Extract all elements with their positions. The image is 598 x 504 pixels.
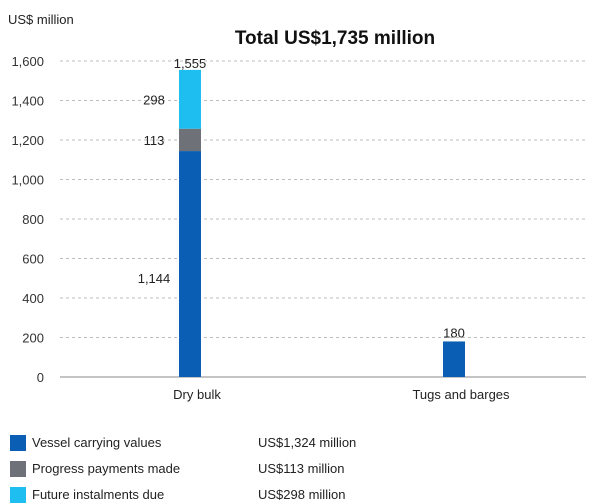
legend-swatch xyxy=(10,435,26,451)
category-label: Dry bulk xyxy=(173,387,221,402)
y-axis-ticks: 0 200 400 600 800 1,000 1,200 1,400 1,600 xyxy=(11,54,44,385)
data-label: 1,555 xyxy=(174,56,207,71)
legend-value: US$1,324 million xyxy=(258,435,357,450)
unit-label: US$ million xyxy=(8,12,74,27)
y-tick-label: 1,400 xyxy=(11,94,44,109)
data-label: 113 xyxy=(144,133,165,148)
y-tick-label: 0 xyxy=(37,370,44,385)
legend-label: Future instalments due xyxy=(32,487,165,502)
legend-label: Vessel carrying values xyxy=(32,435,162,450)
legend-swatch xyxy=(10,487,26,503)
data-labels: 1,144 113 298 1,555 180 xyxy=(138,56,465,341)
legend-swatch xyxy=(10,461,26,477)
bar-segment xyxy=(443,341,465,377)
chart-title: Total US$1,735 million xyxy=(235,28,435,49)
legend-value: US$298 million xyxy=(258,487,346,502)
y-tick-label: 1,200 xyxy=(11,133,44,148)
category-label: Tugs and barges xyxy=(412,387,510,402)
y-tick-label: 400 xyxy=(22,291,44,306)
y-tick-label: 1,600 xyxy=(11,54,44,69)
y-tick-label: 600 xyxy=(22,252,44,267)
bar-chart: US$ million Total US$1,735 million 0 200 4… xyxy=(8,12,586,402)
bar-segment xyxy=(179,151,201,377)
x-axis-categories: Dry bulk Tugs and barges xyxy=(173,387,510,402)
legend-label: Progress payments made xyxy=(32,461,181,476)
y-tick-label: 800 xyxy=(22,212,44,227)
y-tick-label: 1,000 xyxy=(11,173,44,188)
data-label: 298 xyxy=(143,92,165,107)
y-tick-label: 200 xyxy=(22,331,44,346)
data-label: 1,144 xyxy=(138,271,171,286)
legend-value: US$113 million xyxy=(258,461,345,476)
bar-segment xyxy=(179,69,201,129)
gridlines xyxy=(60,60,586,378)
bar-segment xyxy=(179,128,201,152)
data-label: 180 xyxy=(443,325,465,340)
bars xyxy=(179,69,465,377)
